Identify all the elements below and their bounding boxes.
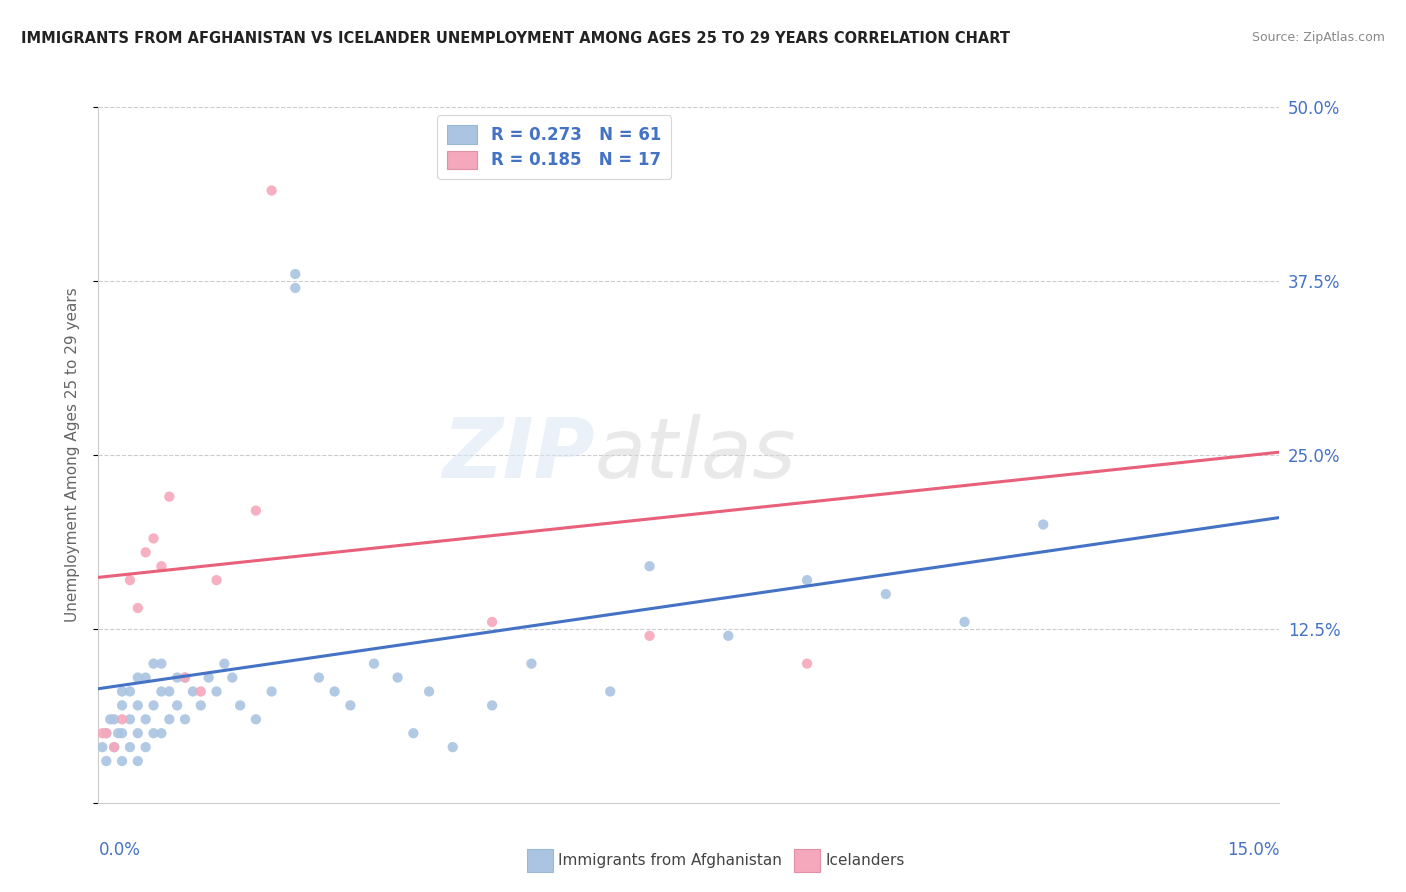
Point <box>229 698 252 713</box>
Point <box>387 671 409 685</box>
Point <box>111 684 134 698</box>
Point <box>142 657 165 671</box>
Point <box>308 671 330 685</box>
Text: Immigrants from Afghanistan: Immigrants from Afghanistan <box>558 854 782 868</box>
Point <box>127 698 149 713</box>
Point <box>127 726 149 740</box>
Point <box>135 671 157 685</box>
Text: Source: ZipAtlas.com: Source: ZipAtlas.com <box>1251 31 1385 45</box>
Point <box>260 184 283 198</box>
Point <box>221 671 243 685</box>
Point <box>111 726 134 740</box>
Point <box>1032 517 1054 532</box>
Point <box>135 545 157 559</box>
Point <box>181 684 204 698</box>
Point <box>638 629 661 643</box>
Point <box>638 559 661 574</box>
Point <box>166 698 188 713</box>
Legend: R = 0.273   N = 61, R = 0.185   N = 17: R = 0.273 N = 61, R = 0.185 N = 17 <box>437 115 671 179</box>
Point <box>111 698 134 713</box>
Text: atlas: atlas <box>595 415 796 495</box>
Text: 15.0%: 15.0% <box>1227 841 1279 859</box>
Point <box>245 712 267 726</box>
Point <box>150 657 173 671</box>
Point <box>284 281 307 295</box>
Point <box>157 684 180 698</box>
Point <box>339 698 361 713</box>
Point <box>205 573 228 587</box>
Point <box>103 740 125 755</box>
Point <box>481 698 503 713</box>
Point <box>103 740 125 755</box>
Point <box>245 503 267 517</box>
Text: ZIP: ZIP <box>441 415 595 495</box>
Point <box>260 684 283 698</box>
Point <box>142 726 165 740</box>
Point <box>174 712 197 726</box>
Point <box>190 698 212 713</box>
Point <box>150 726 173 740</box>
Point <box>127 754 149 768</box>
Point <box>875 587 897 601</box>
Point <box>96 754 118 768</box>
Point <box>363 657 385 671</box>
Point <box>96 726 118 740</box>
Point <box>118 573 141 587</box>
Point <box>111 712 134 726</box>
Point <box>135 712 157 726</box>
Point <box>418 684 440 698</box>
Point <box>107 726 129 740</box>
Point <box>197 671 219 685</box>
Point <box>118 712 141 726</box>
Point <box>717 629 740 643</box>
Y-axis label: Unemployment Among Ages 25 to 29 years: Unemployment Among Ages 25 to 29 years <box>65 287 80 623</box>
Point <box>91 740 114 755</box>
Point <box>150 684 173 698</box>
Point <box>157 712 180 726</box>
Point <box>118 740 141 755</box>
Point <box>142 532 165 546</box>
Point <box>98 712 121 726</box>
Point <box>441 740 464 755</box>
Point <box>402 726 425 740</box>
Point <box>174 671 197 685</box>
Point <box>127 601 149 615</box>
Point <box>520 657 543 671</box>
Point <box>174 671 197 685</box>
Point <box>96 726 118 740</box>
Point <box>103 712 125 726</box>
Point <box>190 684 212 698</box>
Text: 0.0%: 0.0% <box>98 841 141 859</box>
Point <box>91 726 114 740</box>
Text: IMMIGRANTS FROM AFGHANISTAN VS ICELANDER UNEMPLOYMENT AMONG AGES 25 TO 29 YEARS : IMMIGRANTS FROM AFGHANISTAN VS ICELANDER… <box>21 31 1010 46</box>
Point <box>953 615 976 629</box>
Point <box>205 684 228 698</box>
Point <box>127 671 149 685</box>
Point <box>481 615 503 629</box>
Point <box>157 490 180 504</box>
Point <box>166 671 188 685</box>
Point <box>135 740 157 755</box>
Point <box>142 698 165 713</box>
Point <box>796 657 818 671</box>
Point <box>284 267 307 281</box>
Point <box>323 684 346 698</box>
Point <box>796 573 818 587</box>
Text: Icelanders: Icelanders <box>825 854 904 868</box>
Point <box>118 684 141 698</box>
Point <box>111 754 134 768</box>
Point <box>214 657 236 671</box>
Point <box>150 559 173 574</box>
Point <box>599 684 621 698</box>
